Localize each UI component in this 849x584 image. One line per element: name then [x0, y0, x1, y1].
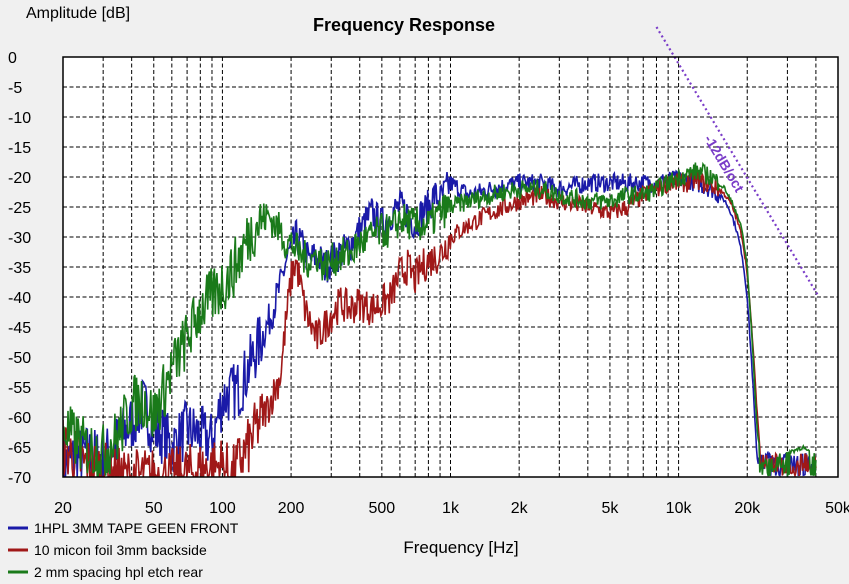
x-tick-label: 100	[209, 500, 236, 517]
y-tick-label: -65	[8, 440, 31, 457]
x-tick-label: 20k	[734, 500, 761, 517]
y-tick-label: -55	[8, 380, 31, 397]
y-tick-label: -35	[8, 260, 31, 277]
x-tick-label: 500	[368, 500, 395, 517]
x-tick-label: 50k	[825, 500, 849, 517]
legend-label: 10 micon foil 3mm backside	[34, 542, 207, 558]
y-tick-label: -25	[8, 200, 31, 217]
y-tick-label: -50	[8, 350, 31, 367]
x-tick-labels: 20 50 100 200 500 1k 2k 5k 10k 20k 50k	[54, 500, 849, 517]
x-axis-label: Frequency [Hz]	[403, 538, 518, 557]
y-tick-label: 0	[8, 50, 17, 67]
series-lines	[63, 161, 817, 477]
y-tick-label: -15	[8, 140, 31, 157]
y-tick-label: -20	[8, 170, 31, 187]
x-tick-label: 1k	[442, 500, 460, 517]
x-tick-label: 20	[54, 500, 72, 517]
plot-frame	[62, 56, 839, 478]
y-tick-labels: 0 -5 -10 -15 -20 -25 -30 -35 -40 -45 -50 -55 -60 -65 -…	[8, 50, 31, 487]
legend-label: 1HPL 3MM TAPE GEEN FRONT	[34, 520, 239, 536]
y-axis-label: Amplitude [dB]	[26, 5, 130, 22]
x-tick-label: 10k	[666, 500, 693, 517]
chart-title: Frequency Response	[313, 15, 495, 35]
x-tick-label: 2k	[511, 500, 529, 517]
y-tick-label: -45	[8, 320, 31, 337]
series-line	[63, 161, 817, 477]
x-tick-label: 200	[278, 500, 305, 517]
y-tick-label: -40	[8, 290, 31, 307]
legend-label: 2 mm spacing hpl etch rear	[34, 564, 203, 580]
series-line	[63, 169, 817, 477]
y-tick-label: -10	[8, 110, 31, 127]
y-tick-label: -70	[8, 470, 31, 487]
legend: 1HPL 3MM TAPE GEEN FRONT 10 micon foil 3m…	[8, 520, 239, 580]
y-tick-label: -5	[8, 80, 22, 97]
x-tick-label: 50	[145, 500, 163, 517]
y-tick-label: -30	[8, 230, 31, 247]
x-tick-label: 5k	[601, 500, 619, 517]
y-tick-label: -60	[8, 410, 31, 427]
